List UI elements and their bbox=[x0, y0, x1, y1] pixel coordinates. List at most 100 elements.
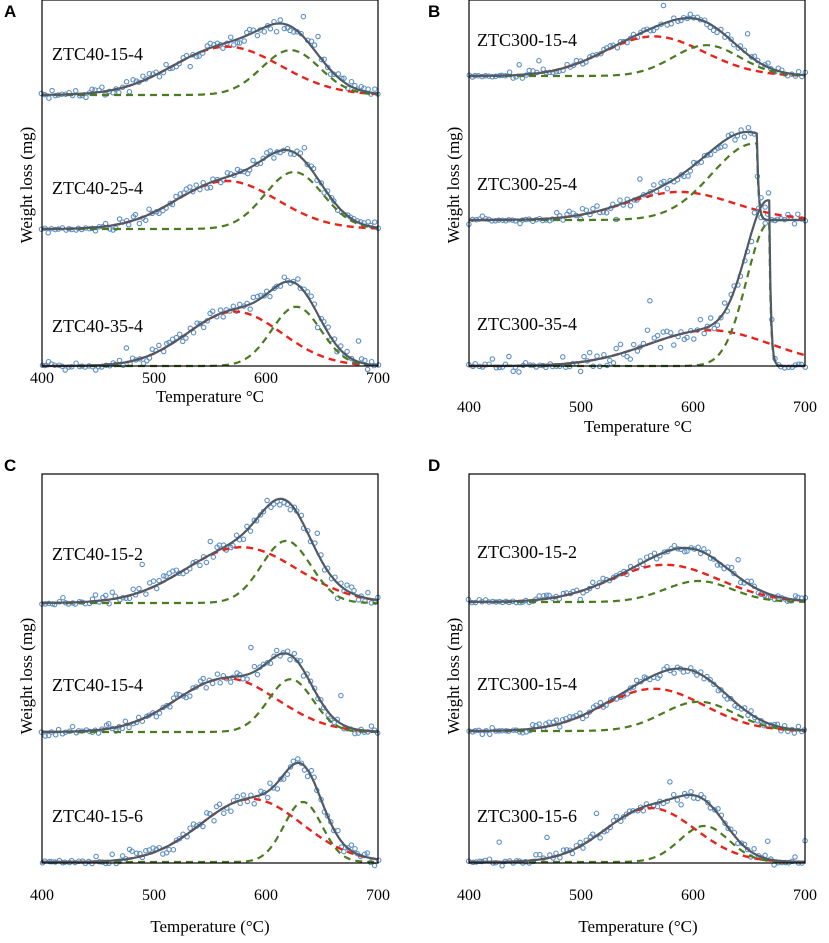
data-point bbox=[241, 38, 247, 44]
data-point bbox=[765, 60, 771, 66]
data-point bbox=[529, 722, 536, 728]
data-point bbox=[724, 696, 731, 702]
data-point bbox=[506, 69, 513, 75]
data-point bbox=[560, 354, 566, 360]
data-point bbox=[338, 692, 344, 699]
data-point bbox=[264, 794, 271, 801]
data-point bbox=[273, 647, 280, 654]
data-point bbox=[301, 144, 308, 151]
data-point bbox=[731, 570, 737, 577]
data-point bbox=[207, 538, 214, 545]
total-fit-line bbox=[42, 22, 379, 96]
data-point bbox=[712, 807, 718, 813]
data-point bbox=[722, 143, 728, 149]
peak1-fit-line bbox=[468, 35, 806, 78]
data-point bbox=[560, 847, 567, 853]
data-point bbox=[341, 75, 347, 82]
data-point bbox=[126, 89, 133, 95]
x-axis-label: Temperature (°C) bbox=[578, 917, 697, 936]
data-point bbox=[287, 656, 293, 663]
data-point bbox=[240, 536, 247, 543]
data-point bbox=[737, 579, 744, 586]
data-point bbox=[72, 88, 79, 94]
data-point bbox=[227, 679, 234, 685]
panel-letter: D bbox=[428, 456, 440, 475]
data-point bbox=[130, 77, 136, 83]
data-point bbox=[590, 579, 596, 586]
data-point bbox=[220, 314, 226, 320]
data-point bbox=[92, 592, 99, 598]
data-point bbox=[153, 713, 160, 720]
data-point bbox=[314, 530, 321, 537]
x-tick-label: 500 bbox=[569, 399, 593, 416]
data-point bbox=[684, 334, 690, 341]
x-axis-label: Temperature (°C) bbox=[150, 917, 269, 936]
data-point bbox=[580, 845, 586, 851]
peak2-fit-line bbox=[469, 221, 805, 368]
x-tick-label: 600 bbox=[681, 399, 705, 416]
data-point bbox=[617, 341, 624, 348]
data-point bbox=[160, 573, 167, 579]
peak2-fit-line bbox=[42, 539, 378, 605]
data-point bbox=[714, 29, 720, 36]
data-point bbox=[200, 324, 207, 331]
total-fit-line bbox=[469, 793, 806, 864]
data-point bbox=[371, 219, 378, 225]
data-point bbox=[644, 327, 651, 333]
x-tick-label: 700 bbox=[366, 370, 390, 387]
data-point bbox=[204, 185, 210, 191]
data-point bbox=[487, 731, 493, 738]
data-point bbox=[661, 178, 667, 185]
data-point bbox=[62, 367, 68, 373]
data-point bbox=[607, 357, 613, 364]
data-point bbox=[143, 848, 149, 854]
data-point bbox=[173, 691, 180, 697]
data-point bbox=[130, 586, 136, 593]
data-point bbox=[496, 839, 502, 845]
x-tick-label: 700 bbox=[366, 887, 390, 904]
plot-area bbox=[38, 497, 382, 869]
data-point bbox=[536, 57, 542, 64]
plot-area bbox=[465, 542, 809, 869]
data-point bbox=[311, 42, 318, 48]
sample-label: ZTC300-15-4 bbox=[477, 674, 577, 694]
panel-c: C ZTC40-15-2 ZTC40-15-4 ZTC40-15-6 Weigh… bbox=[4, 456, 390, 936]
data-point bbox=[267, 780, 273, 786]
data-point bbox=[156, 210, 162, 217]
data-point bbox=[543, 592, 550, 598]
data-point bbox=[163, 573, 169, 580]
peak2-fit-line bbox=[469, 700, 805, 733]
data-point bbox=[658, 180, 664, 186]
data-point bbox=[247, 306, 253, 312]
data-point bbox=[177, 191, 184, 197]
data-point bbox=[281, 274, 288, 280]
data-point bbox=[583, 207, 590, 213]
panel-a: A ZTC40-15-4 ZTC40-25-4 ZTC40-35-4 Weigh… bbox=[4, 0, 390, 406]
data-point bbox=[248, 644, 254, 651]
data-point bbox=[240, 792, 247, 798]
data-point bbox=[156, 73, 163, 80]
data-point bbox=[273, 283, 280, 290]
data-point bbox=[651, 182, 657, 188]
data-point bbox=[193, 182, 199, 188]
data-point bbox=[748, 708, 754, 714]
data-point bbox=[479, 213, 486, 219]
data-point bbox=[207, 184, 214, 191]
data-point bbox=[795, 68, 802, 75]
x-axis-label: Temperature °C bbox=[156, 387, 264, 406]
data-point bbox=[144, 358, 150, 364]
data-point bbox=[254, 32, 261, 39]
data-point bbox=[116, 216, 123, 222]
data-point bbox=[200, 823, 206, 830]
plot-frame bbox=[468, 473, 806, 864]
data-point bbox=[647, 298, 653, 304]
data-point bbox=[344, 582, 350, 588]
data-point bbox=[667, 779, 673, 785]
data-point bbox=[183, 335, 189, 341]
data-point bbox=[553, 717, 560, 723]
data-point bbox=[217, 680, 223, 686]
data-point bbox=[45, 732, 52, 739]
data-point bbox=[102, 592, 109, 599]
data-point bbox=[664, 663, 670, 670]
data-point bbox=[633, 677, 640, 684]
